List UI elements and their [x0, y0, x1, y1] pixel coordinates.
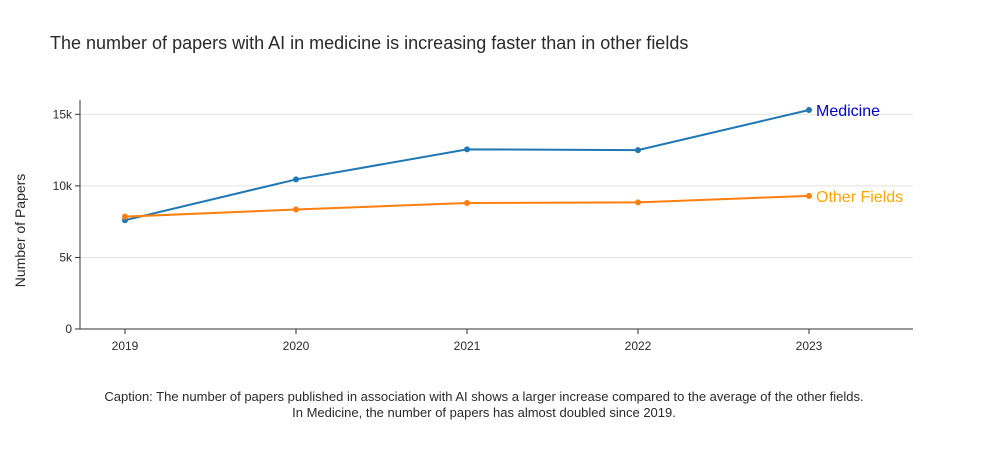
- data-point: [293, 176, 299, 183]
- x-tick-label: 2021: [454, 339, 481, 353]
- data-point: [806, 192, 812, 199]
- chart-caption: Caption: The number of papers published …: [0, 389, 968, 421]
- x-tick-label: 2020: [283, 339, 310, 353]
- data-point: [122, 213, 128, 220]
- series-end-label: Other Fields: [816, 189, 903, 206]
- y-tick-label: 0: [65, 322, 72, 336]
- data-point: [464, 146, 470, 153]
- x-tick-label: 2023: [796, 339, 823, 353]
- data-point: [806, 107, 812, 114]
- data-point: [635, 147, 641, 154]
- data-point: [635, 199, 641, 206]
- series-end-label: Medicine: [816, 103, 880, 120]
- y-axis-title: Number of Papers: [12, 174, 28, 288]
- y-tick-label: 5k: [59, 250, 73, 264]
- caption-line-1: Caption: The number of papers published …: [104, 389, 864, 404]
- chart-title: The number of papers with AI in medicine…: [50, 33, 689, 53]
- y-tick-label: 15k: [53, 107, 73, 121]
- data-point: [293, 206, 299, 213]
- x-tick-label: 2022: [625, 339, 652, 353]
- caption-line-2: In Medicine, the number of papers has al…: [292, 405, 676, 420]
- data-point: [464, 200, 470, 207]
- series-line-2: [124, 194, 810, 218]
- x-tick-label: 2019: [112, 339, 139, 353]
- y-tick-label: 10k: [53, 179, 73, 193]
